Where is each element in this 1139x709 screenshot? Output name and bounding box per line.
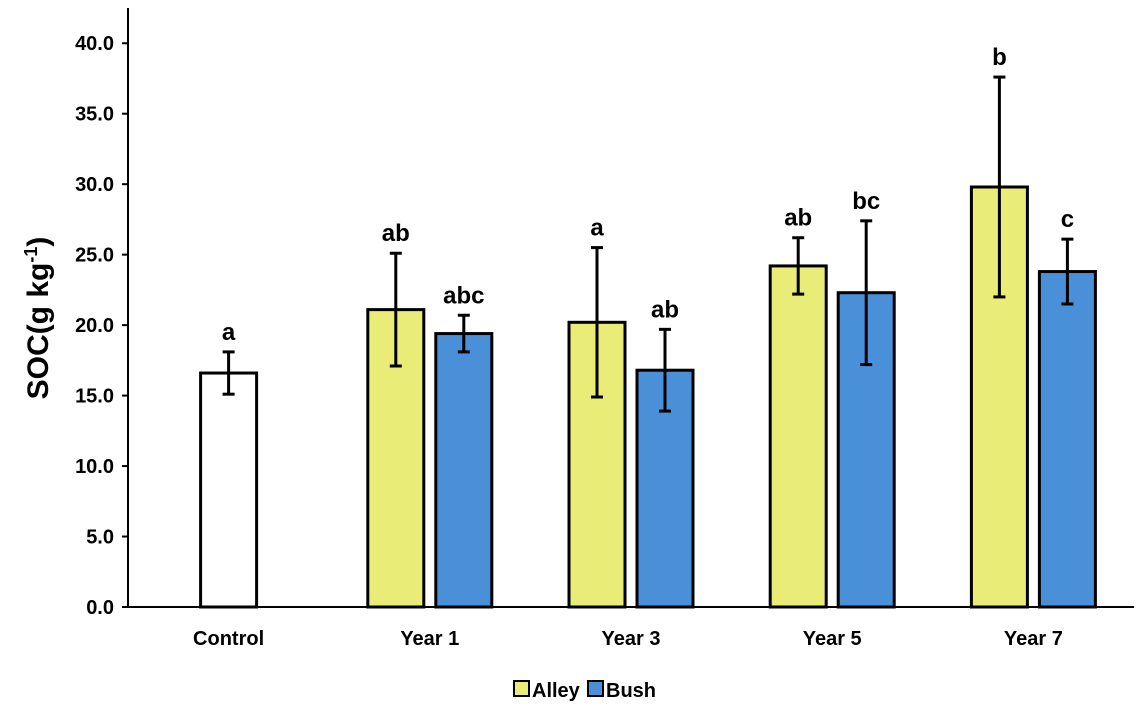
legend-label-bush: Bush (606, 680, 656, 702)
y-tick-label: 10.0 (75, 456, 114, 478)
y-tick-label: 20.0 (75, 315, 114, 337)
legend-label-alley: Alley (532, 680, 581, 702)
alley-significance-label: a (590, 215, 604, 242)
alley-bar (366, 308, 426, 609)
x-tick-label: Year 3 (602, 628, 661, 650)
y-axis-title-main: SOC(g kg (22, 263, 55, 400)
alley-significance-label: ab (784, 205, 812, 232)
x-tick-label: Control (193, 628, 264, 650)
x-ticks: Control Year 1 Year 3 Year 5 Year 7 (193, 628, 1063, 650)
control-bar (199, 371, 259, 609)
legend: Alley Bush (513, 680, 656, 702)
axes (127, 8, 1134, 608)
y-axis-title: SOC(g kg-1) (21, 237, 55, 400)
alley-bar (768, 264, 828, 609)
y-tick-label: 30.0 (75, 174, 114, 196)
bush-bar (434, 332, 494, 609)
y-tick-label: 15.0 (75, 386, 114, 408)
y-tick-label: 0.0 (86, 597, 114, 619)
bush-bar (1037, 270, 1097, 609)
bush-significance-label: ab (651, 296, 679, 323)
alley-significance-label: ab (382, 220, 410, 247)
legend-swatch-alley (513, 680, 530, 697)
x-tick-label: Year 7 (1004, 628, 1063, 650)
bush-significance-label: abc (443, 282, 484, 309)
y-tick-label: 25.0 (75, 245, 114, 267)
x-tick-label: Year 5 (803, 628, 862, 650)
bush-significance-label: bc (852, 188, 880, 215)
y-axis-title-end: ) (22, 237, 55, 247)
x-tick-label: Year 1 (400, 628, 459, 650)
y-tick-label: 40.0 (75, 33, 114, 55)
alley-significance-label: b (992, 44, 1007, 71)
bush-significance-label: c (1061, 206, 1074, 233)
y-tick-label: 5.0 (86, 527, 114, 549)
control-significance-label: a (222, 319, 236, 346)
legend-swatch-bush (587, 680, 604, 697)
y-axis-title-superscript: -1 (21, 247, 41, 263)
y-ticks: 0.0 5.0 10.0 15.0 20.0 25.0 30.0 35.0 40.0 (75, 33, 128, 619)
y-tick-label: 35.0 (75, 104, 114, 126)
